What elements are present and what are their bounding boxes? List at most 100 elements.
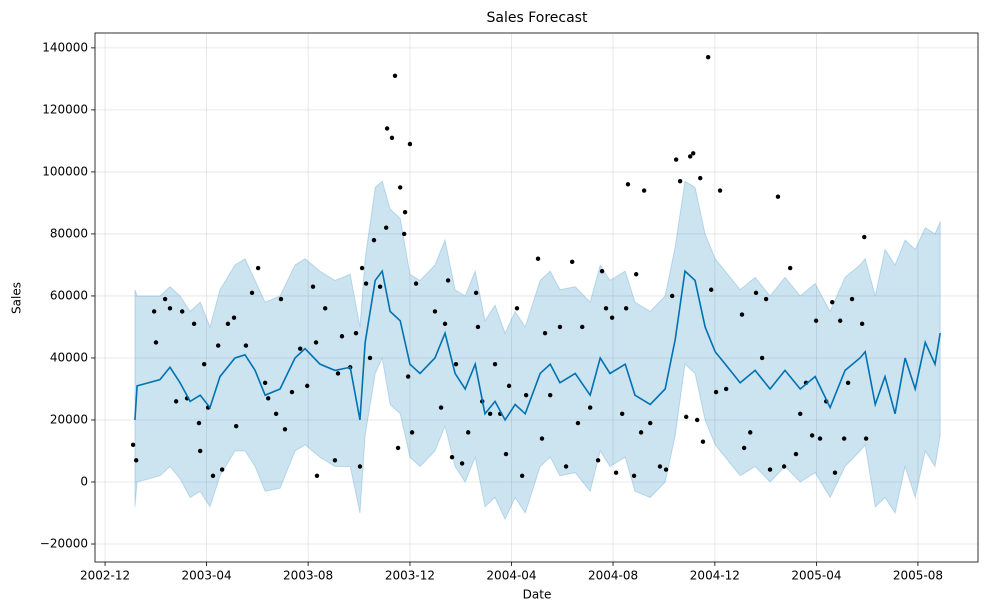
actual-point — [709, 287, 714, 292]
actual-point — [542, 330, 548, 336]
actual-point — [638, 430, 644, 435]
y-tick-label: −20000 — [40, 537, 88, 551]
actual-point — [648, 420, 653, 426]
actual-point — [634, 272, 639, 277]
actual-point — [233, 423, 239, 429]
actual-point — [694, 417, 700, 423]
actual-point — [817, 436, 823, 441]
actual-point — [196, 420, 202, 426]
actual-point — [151, 309, 157, 314]
actual-point — [739, 312, 745, 317]
y-tick-label: 80000 — [50, 226, 88, 240]
y-tick-label: 20000 — [50, 412, 88, 426]
actual-point — [466, 430, 471, 435]
actual-point — [863, 436, 869, 441]
actual-point — [539, 436, 545, 441]
actual-point — [759, 355, 765, 361]
actual-point — [548, 392, 553, 398]
y-axis-label: Sales — [10, 282, 24, 314]
actual-point — [775, 194, 781, 199]
actual-point — [487, 411, 493, 416]
actual-point — [367, 355, 373, 361]
actual-point — [313, 340, 319, 345]
actual-point — [859, 321, 865, 327]
actual-point — [793, 451, 799, 457]
actual-point — [392, 73, 398, 78]
actual-point — [569, 259, 575, 265]
actual-point — [219, 467, 225, 472]
actual-point — [631, 473, 637, 478]
actual-point — [314, 473, 320, 478]
actual-point — [409, 430, 415, 435]
actual-point — [763, 296, 769, 302]
actual-point — [389, 135, 395, 141]
actual-point — [133, 458, 139, 463]
actual-point — [173, 399, 179, 404]
actual-point — [442, 321, 448, 327]
actual-point — [395, 445, 401, 451]
actual-point — [215, 343, 221, 348]
actual-point — [700, 439, 706, 444]
actual-point — [153, 340, 159, 345]
actual-point — [353, 330, 359, 336]
actual-point — [717, 188, 723, 193]
x-tick-label: 2003-12 — [385, 569, 435, 583]
forecast-line — [134, 269, 941, 422]
actual-point — [623, 306, 629, 311]
actual-point — [405, 374, 411, 379]
actual-point — [371, 237, 377, 243]
actual-point — [225, 321, 231, 327]
y-tick-label: 40000 — [50, 350, 88, 364]
actual-point — [599, 268, 605, 274]
actual-point — [130, 442, 136, 447]
actual-point — [713, 389, 719, 395]
actual-point — [359, 265, 365, 271]
actual-point — [357, 464, 363, 469]
actual-point — [767, 467, 773, 472]
x-tick-label: 2004-04 — [486, 569, 536, 583]
actual-point — [339, 334, 345, 339]
actual-point — [587, 405, 593, 410]
actual-point — [167, 306, 173, 311]
plot-frame — [94, 32, 979, 563]
x-axis-label: Date — [523, 588, 552, 602]
actual-point — [255, 265, 261, 271]
actual-point — [243, 343, 249, 348]
actual-point — [282, 427, 288, 432]
actual-point — [691, 151, 696, 156]
y-tick-label: 120000 — [42, 102, 88, 116]
x-tick-label: 2005-08 — [893, 569, 943, 583]
actual-point — [641, 188, 647, 193]
actual-point — [687, 154, 693, 159]
actual-point — [557, 324, 563, 330]
actual-point — [438, 405, 444, 410]
actual-point — [506, 383, 512, 389]
x-tick-label: 2005-04 — [791, 569, 841, 583]
actual-point — [297, 346, 303, 351]
actual-point — [575, 420, 581, 426]
actual-point — [384, 126, 390, 131]
actual-point — [830, 299, 835, 305]
actual-point — [603, 306, 609, 311]
x-tick-label: 2003-08 — [283, 569, 333, 583]
actual-point — [453, 361, 459, 367]
actual-point — [231, 315, 237, 320]
actual-point — [201, 361, 207, 367]
actual-point — [514, 306, 520, 311]
actual-point — [787, 265, 793, 271]
actual-point — [849, 296, 855, 302]
actual-point — [845, 380, 851, 385]
actual-point — [249, 290, 255, 296]
actual-point — [445, 278, 451, 283]
y-tick-label: 0 — [80, 474, 88, 488]
actual-point — [305, 383, 310, 389]
actual-point — [519, 473, 525, 478]
actual-point — [407, 141, 413, 147]
actual-point — [323, 306, 328, 311]
actual-point — [698, 175, 703, 181]
actual-point — [473, 290, 479, 296]
actual-point — [723, 386, 729, 392]
actual-point — [310, 284, 316, 289]
actual-point — [459, 461, 465, 466]
